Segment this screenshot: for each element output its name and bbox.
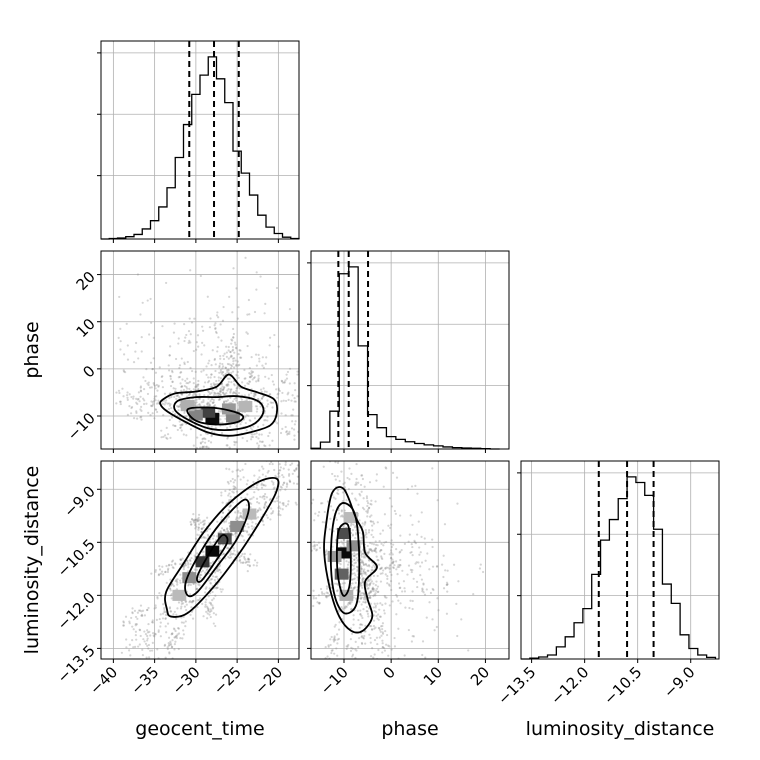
geocent_time-phase-density <box>115 251 299 449</box>
luminosity_distance-y-tick-label: −9.0 <box>60 482 98 520</box>
luminosity_distance-x-tick-label: −13.5 <box>494 663 539 708</box>
density-cell <box>172 589 187 601</box>
geocent_time-x-tick-label: −40 <box>86 663 121 698</box>
density-cell <box>188 409 203 421</box>
density-cell <box>334 568 349 580</box>
phase-y-tick-label: 0 <box>79 362 98 381</box>
density-cell <box>344 512 359 524</box>
phase-hist-frame <box>310 250 510 450</box>
geocent_time-luminosity_distance-contour-2 <box>196 534 229 583</box>
geocent_time-phase-contour-1 <box>173 395 265 431</box>
density-cell <box>195 556 210 568</box>
density-cell <box>182 572 197 584</box>
geocent_time-luminosity_distance-frame <box>100 460 300 660</box>
luminosity_distance-y-tick-label: −10.5 <box>54 535 99 580</box>
luminosity_distance-y-tick-label: −12.0 <box>54 588 99 633</box>
luminosity_distance-y-axis-label: luminosity_distance <box>21 466 43 655</box>
luminosity_distance-x-tick-label: −10.5 <box>600 663 645 708</box>
phase-luminosity_distance-contour-2 <box>335 522 352 597</box>
density-cell <box>242 508 257 520</box>
phase-luminosity_distance-density <box>311 461 485 659</box>
luminosity_distance-x-axis-label: luminosity_distance <box>526 718 715 740</box>
geocent_time-luminosity_distance-density <box>120 461 299 659</box>
phase-luminosity_distance-contour-0 <box>323 486 378 634</box>
luminosity_distance-hist-frame <box>520 460 720 660</box>
phase-x-tick-label: −10 <box>317 663 352 698</box>
geocent_time-histogram <box>101 56 300 240</box>
phase-x-tick-label: 0 <box>379 663 398 682</box>
geocent_time-phase-frame <box>100 250 300 450</box>
density-cell <box>201 406 216 418</box>
density-cell <box>238 401 253 413</box>
geocent_time-x-axis-label: geocent_time <box>135 718 264 740</box>
phase-y-axis-label: phase <box>21 321 43 378</box>
density-cell <box>205 545 220 557</box>
phase-histogram <box>310 266 500 450</box>
phase-x-tick-label: 10 <box>420 663 446 689</box>
density-cell <box>226 411 240 423</box>
density-cell <box>217 533 232 545</box>
geocent_time-luminosity_distance-contour-0 <box>164 477 280 618</box>
phase-x-axis-label: phase <box>381 718 438 740</box>
geocent_time-x-tick-label: −25 <box>210 663 245 698</box>
density-cell <box>346 540 361 552</box>
phase-luminosity_distance-contour-1 <box>329 502 361 615</box>
phase-x-tick-label: 20 <box>467 663 493 689</box>
geocent_time-x-tick-label: −30 <box>169 663 204 698</box>
phase-y-tick-label: −10 <box>64 409 99 444</box>
phase-y-tick-label: 20 <box>73 268 99 294</box>
geocent_time-hist-grid <box>101 41 299 239</box>
geocent_time-hist-frame <box>100 40 300 240</box>
luminosity_distance-histogram <box>521 476 717 660</box>
luminosity_distance-hist-grid <box>521 461 719 659</box>
density-cell <box>337 527 351 540</box>
density-cell <box>205 412 220 424</box>
density-cell <box>180 400 195 412</box>
luminosity_distance-x-tick-label: −12.0 <box>547 663 592 708</box>
density-cell <box>230 520 245 532</box>
geocent_time-phase-contour-2 <box>186 406 245 426</box>
geocent_time-x-tick-label: −35 <box>127 663 162 698</box>
density-cell <box>336 547 350 559</box>
geocent_time-x-tick-label: −20 <box>251 663 286 698</box>
density-cell <box>221 403 236 415</box>
phase-luminosity_distance-frame <box>310 460 510 660</box>
phase-hist-grid <box>311 251 509 449</box>
geocent_time-phase-contour-0 <box>159 373 278 437</box>
geocent_time-luminosity_distance-contour-1 <box>184 498 250 598</box>
phase-y-tick-label: 10 <box>73 315 99 341</box>
density-cell <box>327 550 342 563</box>
luminosity_distance-x-tick-label: −9.0 <box>660 663 698 701</box>
